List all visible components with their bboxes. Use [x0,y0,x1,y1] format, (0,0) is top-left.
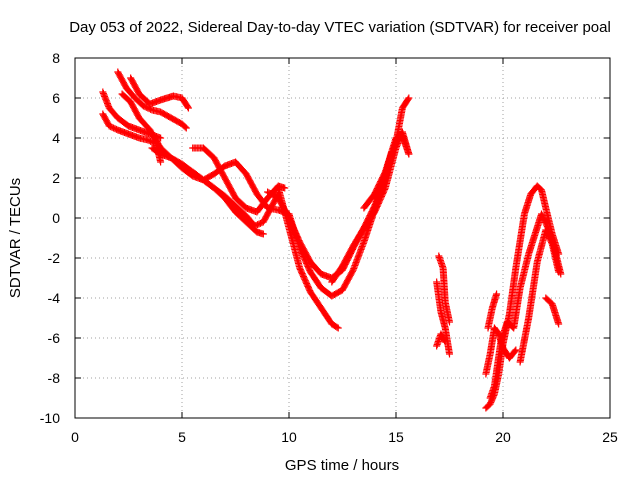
y-tick-label: 2 [52,170,60,186]
data-point [555,268,563,276]
data-point [446,350,453,358]
y-tick-label: -4 [48,290,61,306]
series-arc8 [189,144,289,216]
data-point [446,318,453,326]
y-tick-label: -10 [40,410,60,426]
series-arc14 [435,252,453,326]
data-point [157,134,165,142]
data-point [184,104,192,112]
data-point [511,347,519,355]
data-point [405,150,413,158]
x-tick-labels: 0 5 10 15 20 25 [71,429,618,445]
data-point [555,320,563,328]
data-point [404,95,412,103]
data-point [441,337,449,345]
y-tick-label: -8 [48,370,61,386]
series-arc4 [127,74,192,112]
data-point [181,123,189,131]
data-point [334,324,342,332]
series-arc19 [482,324,520,378]
data-point [441,338,449,346]
y-tick-label: 0 [52,210,60,226]
series-arc12 [328,128,413,286]
data-points [99,68,565,412]
y-tick-label: -6 [48,330,61,346]
data-point [157,158,165,166]
series-arc2 [99,110,165,166]
x-tick-label: 25 [602,429,618,445]
y-tick-label: 4 [52,130,60,146]
y-axis-title: SDTVAR / TECUs [7,178,24,298]
plot-frame [74,57,611,419]
x-tick-label: 15 [388,429,404,445]
data-point [493,290,501,298]
x-tick-label: 10 [281,429,297,445]
data-point [333,323,341,331]
series-arc21 [516,226,563,366]
data-point [182,124,190,132]
data-point [405,94,413,102]
series-arc3 [114,68,190,132]
x-tick-label: 5 [178,429,186,445]
series-arc16 [433,330,449,350]
y-tick-label: 6 [52,90,60,106]
x-tick-label: 20 [495,429,511,445]
x-axis-title: GPS time / hours [285,457,399,474]
y-tick-labels: -10 -8 -6 -4 -2 0 2 4 6 8 [40,50,60,426]
data-point [259,230,267,238]
series-arc22 [542,294,563,328]
y-tick-label: 8 [52,50,60,66]
series-arc20 [484,290,501,332]
data-point [512,346,520,354]
x-tick-label: 0 [71,429,79,445]
series-arc13 [360,132,413,212]
data-point [184,103,192,111]
y-tick-label: -2 [48,250,61,266]
data-point [281,184,289,192]
data-point [548,239,556,247]
data-point [381,185,389,193]
chart-title: Day 053 of 2022, Sidereal Day-to-day VTE… [69,19,611,36]
